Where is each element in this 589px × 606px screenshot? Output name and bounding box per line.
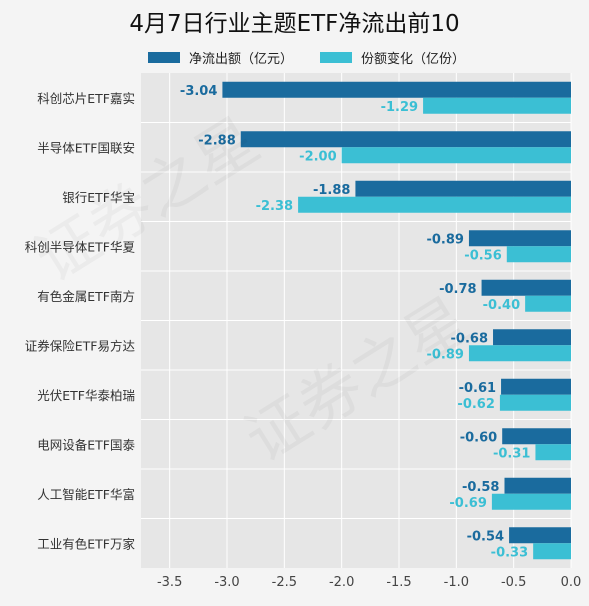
bar-share-change	[491, 493, 571, 510]
bar-share-change	[468, 345, 571, 362]
data-label-net-outflow: -1.88	[313, 183, 350, 198]
bar-share-change	[506, 246, 571, 263]
x-tick-label: -3.0	[214, 575, 239, 590]
data-label-share-change: -2.00	[299, 149, 336, 164]
legend-swatch-net-outflow	[148, 52, 180, 63]
bar-net-outflow	[493, 329, 571, 346]
bar-share-change	[535, 444, 571, 461]
x-tick-label: -0.5	[501, 575, 526, 590]
data-label-share-change: -0.89	[426, 347, 463, 362]
bar-net-outflow	[240, 131, 571, 148]
bar-share-change	[423, 97, 571, 114]
x-tick-label: -1.0	[444, 575, 469, 590]
data-label-net-outflow: -2.88	[198, 133, 235, 148]
category-label: 半导体ETF国联安	[37, 140, 135, 155]
legend-item-net-outflow: 净流出额（亿元）	[148, 48, 293, 67]
category-label: 证券保险ETF易方达	[25, 338, 136, 353]
bar-net-outflow	[468, 230, 571, 247]
grid-layer	[141, 73, 572, 568]
x-tick-label: -2.0	[329, 575, 354, 590]
labels-layer: -3.04-1.29-2.88-2.00-1.88-2.38-0.89-0.56…	[180, 84, 531, 561]
data-label-share-change: -0.40	[483, 298, 520, 313]
bar-net-outflow	[509, 527, 571, 544]
data-label-share-change: -1.29	[381, 100, 418, 115]
legend-swatch-share-change	[320, 52, 352, 63]
bar-net-outflow	[481, 279, 571, 296]
data-label-net-outflow: -0.89	[426, 232, 463, 247]
category-label: 光伏ETF华泰柏瑞	[37, 388, 135, 403]
category-label: 人工智能ETF华富	[37, 487, 135, 502]
x-tick-label: -2.5	[272, 575, 297, 590]
bar-share-change	[499, 394, 571, 411]
category-label: 电网设备ETF国泰	[37, 437, 135, 452]
bar-share-change	[525, 295, 571, 312]
x-tick-label: -1.5	[386, 575, 411, 590]
legend-label-share-change: 份额变化（亿份）	[361, 52, 466, 67]
data-label-share-change: -0.56	[464, 248, 501, 263]
bar-net-outflow	[222, 81, 571, 98]
category-label: 科创半导体ETF华夏	[25, 239, 136, 254]
category-label: 有色金属ETF南方	[37, 289, 135, 304]
bar-share-change	[341, 147, 571, 164]
x-tick-label: -3.5	[157, 575, 182, 590]
data-label-net-outflow: -0.68	[451, 331, 488, 346]
bar-net-outflow	[504, 477, 571, 494]
chart-title: 4月7日行业主题ETF净流出前10	[129, 11, 460, 37]
data-label-net-outflow: -0.54	[467, 529, 504, 544]
data-label-net-outflow: -0.58	[462, 480, 499, 495]
bar-net-outflow	[355, 180, 571, 197]
data-label-net-outflow: -0.61	[459, 381, 496, 396]
x-axis: -3.5 -3.0 -2.5 -2.0 -1.5 -1.0 -0.5 0.0	[157, 575, 581, 590]
bars-layer	[222, 81, 571, 560]
bar-net-outflow	[502, 428, 571, 445]
data-label-net-outflow: -0.60	[460, 430, 497, 445]
category-label: 科创芯片ETF嘉实	[37, 91, 135, 106]
legend-item-share-change: 份额变化（亿份）	[320, 48, 465, 67]
data-label-net-outflow: -0.78	[439, 282, 476, 297]
legend-label-net-outflow: 净流出额（亿元）	[189, 52, 294, 67]
data-label-share-change: -0.31	[493, 446, 530, 461]
category-axis: 科创芯片ETF嘉实半导体ETF国联安银行ETF华宝科创半导体ETF华夏有色金属E…	[25, 91, 136, 552]
x-tick-label: 0.0	[561, 575, 582, 590]
category-label: 银行ETF华宝	[62, 190, 135, 205]
data-label-share-change: -0.69	[449, 496, 486, 511]
bar-net-outflow	[501, 378, 571, 395]
data-label-share-change: -0.33	[491, 545, 528, 560]
legend: 净流出额（亿元） 份额变化（亿份）	[0, 48, 589, 68]
bar-share-change	[533, 543, 571, 560]
data-label-share-change: -2.38	[256, 199, 293, 214]
data-label-net-outflow: -3.04	[180, 84, 217, 99]
bar-share-change	[298, 196, 571, 213]
category-label: 工业有色ETF万家	[37, 536, 135, 551]
data-label-share-change: -0.62	[457, 397, 494, 412]
